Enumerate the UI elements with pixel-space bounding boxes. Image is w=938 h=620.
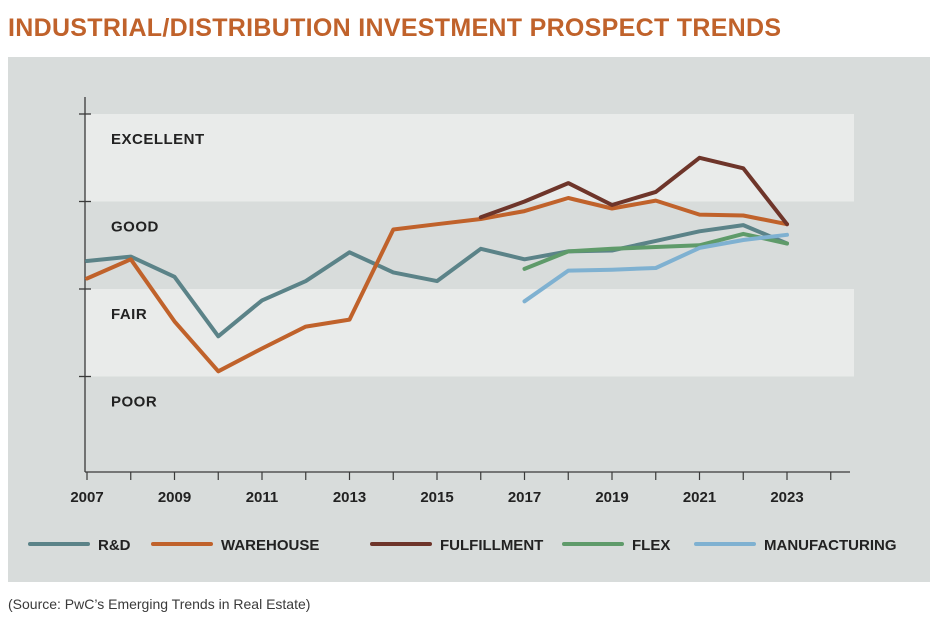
x-tick-label-2007: 2007	[70, 489, 103, 506]
series-line-warehouse	[85, 196, 789, 374]
legend-label-r-d: R&D	[98, 537, 131, 554]
series-line-fulfillment	[478, 155, 789, 227]
x-tick-label-2017: 2017	[508, 489, 541, 506]
legend: R&D WAREHOUSE FULFILLMENT FLEX MANUFACTURING	[28, 537, 897, 554]
series-lines	[85, 155, 789, 374]
legend-label-warehouse: WAREHOUSE	[221, 537, 319, 554]
chart-title: INDUSTRIAL/DISTRIBUTION INVESTMENT PROSP…	[8, 14, 782, 42]
rating-label-excellent: EXCELLENT	[111, 131, 205, 148]
x-tick-label-2011: 2011	[246, 489, 279, 506]
rating-label-fair: FAIR	[111, 306, 147, 323]
legend-label-manufacturing: MANUFACTURING	[764, 537, 897, 554]
rating-label-poor: POOR	[111, 394, 157, 411]
x-tick-label-2019: 2019	[595, 489, 628, 506]
x-tick-label-2023: 2023	[770, 489, 803, 506]
legend-label-flex: FLEX	[632, 537, 670, 554]
rating-label-good: GOOD	[111, 219, 159, 236]
chart-panel: EXCELLENT GOOD FAIR POOR 2007 2009 2011 2013 20…	[8, 57, 930, 582]
x-tick-label-2021: 2021	[683, 489, 716, 506]
series-line-manufacturing	[522, 232, 789, 304]
legend-label-fulfillment: FULFILLMENT	[440, 537, 543, 554]
axes	[79, 97, 850, 480]
rating-labels: EXCELLENT GOOD FAIR POOR	[111, 131, 205, 411]
band-excellent	[85, 114, 854, 202]
source-note: (Source: PwC’s Emerging Trends in Real E…	[8, 596, 311, 612]
x-tick-labels: 2007 2009 2011 2013 2015 2017 2019 2021 2023	[70, 489, 803, 506]
x-tick-label-2009: 2009	[158, 489, 191, 506]
series-line-r-d	[85, 223, 789, 339]
x-tick-label-2013: 2013	[333, 489, 366, 506]
series-line-flex	[522, 231, 789, 271]
x-tick-label-2015: 2015	[420, 489, 453, 506]
rating-bands	[85, 114, 854, 377]
band-fair	[85, 289, 854, 377]
